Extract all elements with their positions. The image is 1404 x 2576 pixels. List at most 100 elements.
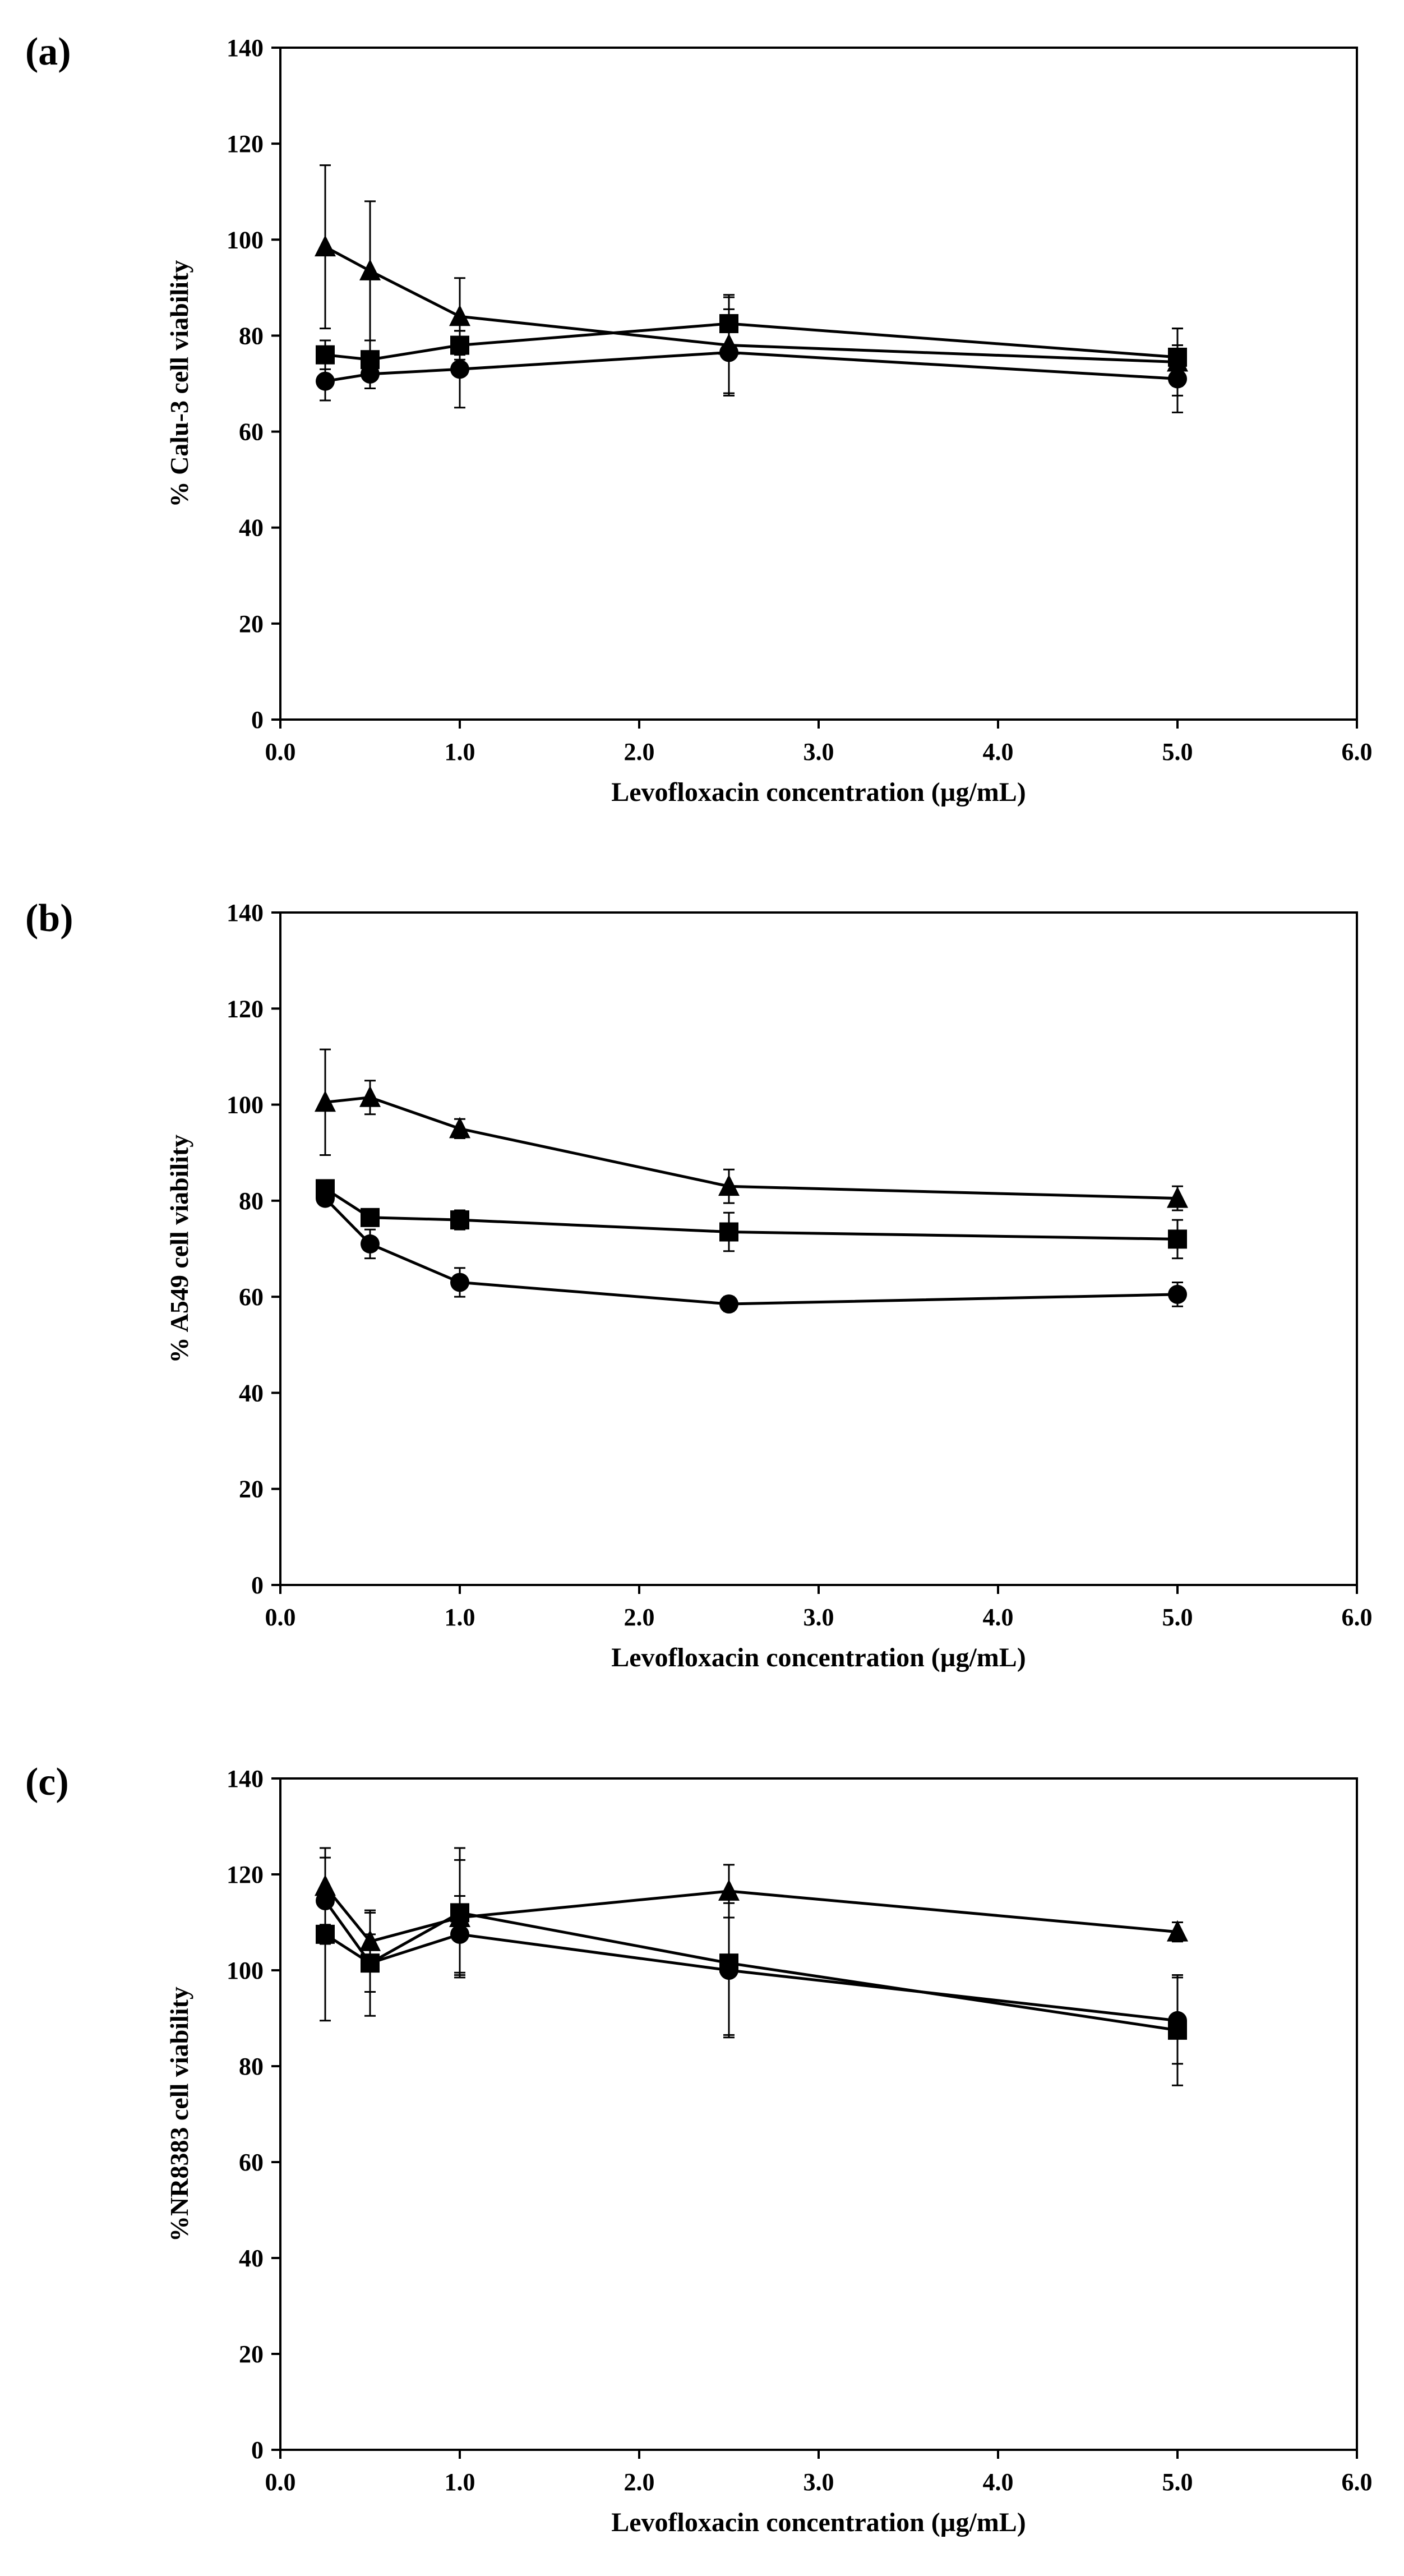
data-point-triangle [1167,1920,1188,1942]
x-tick-label: 5.0 [1162,2468,1193,2496]
x-tick-label: 5.0 [1162,738,1193,766]
data-point-triangle [449,305,470,326]
data-point-triangle [359,259,381,280]
x-tick-label: 2.0 [624,2468,655,2496]
y-tick-label: 60 [239,418,264,446]
y-tick-label: 120 [227,995,264,1022]
y-tick-label: 120 [227,130,264,158]
x-tick-label: 5.0 [1162,1603,1193,1631]
series-triangle [315,164,1188,397]
series-triangle [315,1048,1188,1211]
series-square [316,1847,1187,2086]
y-tick-label: 100 [227,226,264,254]
y-tick-label: 20 [239,2340,264,2368]
y-tick-label: 40 [239,1379,264,1407]
data-point-circle [316,1188,335,1208]
y-tick-label: 80 [239,1187,264,1215]
y-tick-label: 140 [227,899,264,927]
x-tick-label: 0.0 [265,2468,296,2496]
y-tick-label: 40 [239,514,264,542]
y-tick-label: 20 [239,1476,264,1503]
x-tick-label: 3.0 [803,738,834,766]
x-tick-label: 1.0 [445,1603,475,1631]
y-tick-label: 100 [227,1091,264,1119]
panel-label: (c) [25,1761,69,1804]
series-square [316,1179,1187,1260]
chart-panel-1: (a) 0 20 40 60 80 100 120 140 0.0 1.0 2.0 3.0 4.0 5.0 6… [25,30,1373,807]
data-point-circle [1168,1284,1187,1304]
x-tick-label: 1.0 [445,738,475,766]
data-point-circle [361,1234,380,1254]
data-point-circle [450,360,469,379]
x-tick-label: 1.0 [445,2468,475,2496]
data-point-square [719,1222,738,1242]
series-triangle [315,1847,1188,1976]
x-tick-label: 4.0 [983,738,1014,766]
y-axis-label: % Calu-3 cell viability [165,260,193,508]
y-axis-label: %NR8383 cell viability [165,1987,193,2242]
series-circle [316,1188,1187,1314]
chart-panel-2: (b) 0 20 40 60 80 100 120 140 0.0 1.0 2.0 3.0 4.0 5.0 6… [25,897,1373,1672]
x-axis-label: Levofloxacin concentration (µg/mL) [611,2508,1026,2537]
data-point-triangle [1167,1186,1188,1208]
data-point-circle [1168,2011,1187,2030]
plot-frame [279,911,1358,1586]
x-tick-label: 2.0 [624,1603,655,1631]
y-tick-label: 40 [239,2245,264,2272]
chart-panel-3: (c) 0 20 40 60 80 100 120 140 0.0 1.0 2.0 3.0 4.0 5.0 6… [25,1761,1373,2537]
y-tick-label: 120 [227,1861,264,1888]
y-tick-label: 0 [251,2436,264,2464]
panel-label: (b) [25,897,73,940]
data-point-triangle [315,235,336,257]
y-tick-label: 80 [239,322,264,349]
x-tick-label: 0.0 [265,1603,296,1631]
data-point-triangle [359,1085,381,1107]
data-point-circle [361,364,380,384]
data-point-square [1168,1229,1187,1249]
x-tick-label: 6.0 [1342,2468,1373,2496]
x-axis-label: Levofloxacin concentration (µg/mL) [611,777,1026,807]
series-circle [316,1856,1187,2065]
x-tick-label: 0.0 [265,738,296,766]
x-tick-label: 6.0 [1342,1603,1373,1631]
data-point-circle [316,371,335,391]
y-tick-label: 20 [239,610,264,638]
series-circle [316,308,1187,413]
x-tick-label: 4.0 [983,2468,1014,2496]
x-tick-label: 6.0 [1342,738,1373,766]
plot-frame [279,47,1358,721]
data-point-triangle [718,1174,740,1196]
data-point-circle [719,1294,738,1314]
x-tick-label: 3.0 [803,1603,834,1631]
y-tick-label: 140 [227,34,264,62]
data-point-circle [450,1924,469,1944]
data-point-circle [316,1891,335,1911]
x-axis-label: Levofloxacin concentration (µg/mL) [611,1643,1026,1672]
data-point-circle [1168,369,1187,389]
data-point-circle [450,1273,469,1292]
x-tick-label: 3.0 [803,2468,834,2496]
y-tick-label: 60 [239,2149,264,2176]
data-point-circle [719,343,738,362]
data-point-circle [719,1961,738,1980]
y-tick-label: 0 [251,1572,264,1599]
data-point-triangle [449,1117,470,1139]
y-tick-label: 0 [251,706,264,734]
y-tick-label: 60 [239,1283,264,1311]
y-tick-label: 140 [227,1765,264,1792]
data-point-circle [361,1953,380,1973]
x-tick-label: 4.0 [983,1603,1014,1631]
panel-label: (a) [25,30,71,73]
y-tick-label: 80 [239,2053,264,2080]
data-point-square [450,1210,469,1230]
data-point-triangle [315,1090,336,1112]
series-line [325,1096,1178,1200]
data-point-square [361,1208,380,1227]
y-axis-label: % A549 cell viability [165,1135,193,1363]
x-tick-label: 2.0 [624,738,655,766]
y-tick-label: 100 [227,1957,264,1984]
plot-frame [279,1777,1358,2451]
data-point-triangle [718,1879,740,1901]
data-point-square [316,345,335,365]
